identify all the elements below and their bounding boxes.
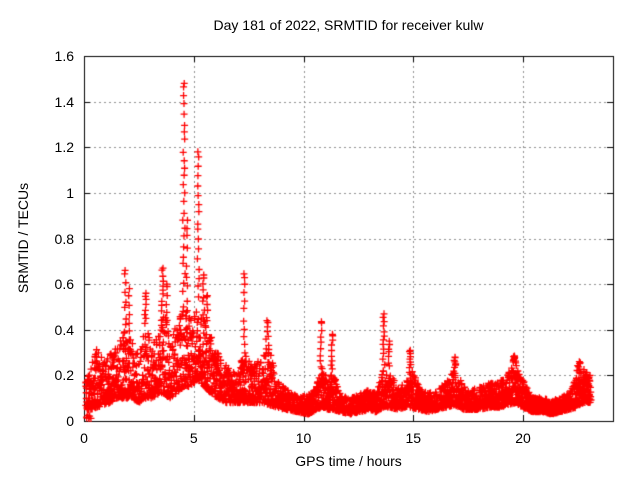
x-axis-label: GPS time / hours bbox=[295, 453, 402, 469]
y-tick-label: 1 bbox=[66, 184, 74, 201]
y-tick-label: 0 bbox=[66, 413, 74, 429]
x-tick-label: 0 bbox=[80, 430, 88, 446]
x-tick-label: 10 bbox=[295, 430, 312, 446]
x-tick-label: 20 bbox=[515, 430, 531, 446]
x-tick-label: 15 bbox=[405, 430, 422, 446]
x-tick-label: 5 bbox=[189, 430, 198, 446]
y-tick-label: 0.6 bbox=[54, 276, 74, 293]
y-tick-label: 0.4 bbox=[54, 321, 74, 338]
y-tick-label: 1.4 bbox=[54, 93, 74, 110]
chart-title: Day 181 of 2022, SRMTID for receiver kul… bbox=[213, 17, 484, 33]
y-tick-label: 0.2 bbox=[54, 367, 74, 384]
y-tick-label: 0.8 bbox=[54, 230, 74, 247]
y-tick-label: 1.6 bbox=[54, 48, 74, 64]
y-tick-label: 1.2 bbox=[54, 139, 74, 156]
